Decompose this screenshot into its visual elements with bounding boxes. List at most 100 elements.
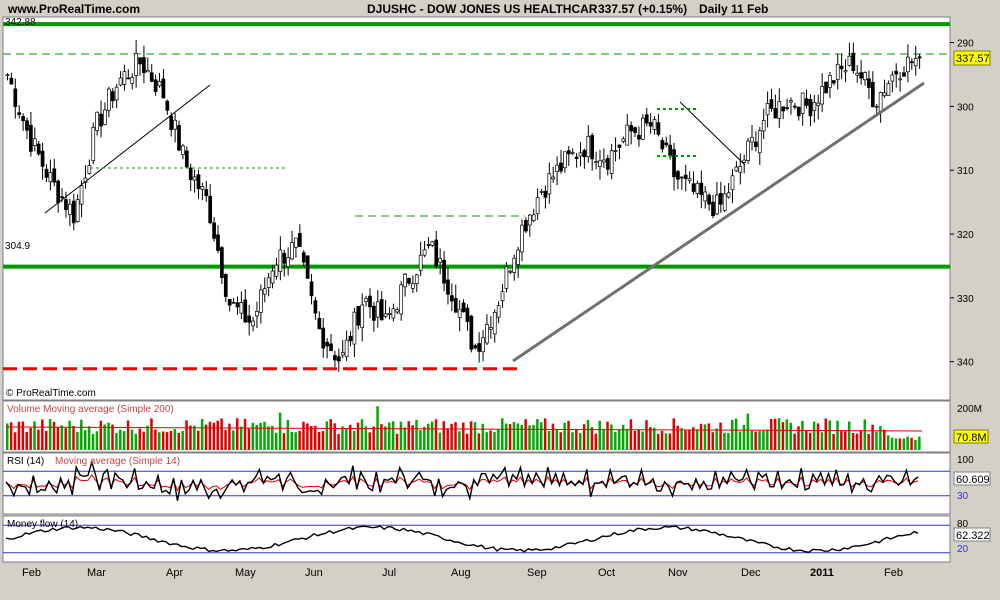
candle-body bbox=[64, 199, 68, 211]
volume-bar bbox=[863, 419, 867, 450]
candle-body bbox=[422, 249, 427, 256]
candle-body bbox=[488, 327, 493, 330]
volume-bar bbox=[578, 432, 582, 450]
candle-body bbox=[305, 255, 310, 279]
candle-body bbox=[874, 105, 879, 108]
volume-bar bbox=[828, 420, 831, 450]
candle-body bbox=[262, 288, 267, 295]
candle-body bbox=[270, 270, 275, 284]
candle-body bbox=[286, 257, 290, 268]
candle-body bbox=[259, 289, 263, 313]
candle-body bbox=[430, 241, 435, 246]
volume-bar bbox=[415, 419, 418, 450]
candle-body bbox=[71, 200, 76, 224]
candle-body bbox=[742, 159, 747, 163]
candle-body bbox=[750, 136, 754, 143]
candle-body bbox=[843, 70, 848, 73]
volume-bar bbox=[883, 429, 886, 450]
volume-bar bbox=[582, 424, 586, 450]
volume-bar bbox=[115, 432, 118, 450]
volume-bar bbox=[325, 421, 329, 450]
candle-body bbox=[527, 214, 532, 226]
volume-bar bbox=[150, 418, 153, 450]
candle-body bbox=[313, 300, 318, 314]
candle-body bbox=[184, 150, 189, 168]
candle-body bbox=[301, 252, 306, 263]
candle-body bbox=[882, 92, 887, 97]
volume-bar bbox=[306, 423, 309, 450]
candle-body bbox=[442, 259, 446, 284]
volume-bar bbox=[633, 430, 637, 450]
volume-bar bbox=[271, 425, 274, 450]
candle-body bbox=[691, 183, 696, 192]
candle-body bbox=[149, 72, 154, 82]
candle-body bbox=[309, 281, 314, 297]
volume-bar bbox=[185, 420, 188, 450]
candle-body bbox=[531, 214, 536, 221]
candle-body bbox=[122, 71, 127, 85]
candle-body bbox=[605, 158, 610, 170]
volume-bar bbox=[360, 419, 364, 450]
candle-body bbox=[383, 313, 388, 317]
candle-body bbox=[336, 356, 341, 362]
volume-label: Volume Moving average (Simple 200) bbox=[7, 404, 174, 415]
volume-bar bbox=[536, 419, 539, 450]
volume-bar bbox=[146, 425, 149, 450]
volume-bar bbox=[411, 425, 414, 450]
price-panel bbox=[2, 16, 951, 401]
candle-body bbox=[391, 308, 396, 319]
volume-bar bbox=[754, 431, 757, 450]
candle-body bbox=[457, 308, 462, 318]
candle-body bbox=[360, 304, 365, 328]
volume-bar bbox=[840, 431, 843, 450]
candle-body bbox=[453, 298, 458, 313]
candle-body bbox=[294, 237, 298, 248]
volume-bar bbox=[886, 435, 890, 450]
volume-bar bbox=[134, 433, 138, 450]
volume-bar bbox=[902, 438, 906, 450]
volume-bar bbox=[680, 428, 683, 450]
volume-bar bbox=[851, 433, 855, 450]
volume-bar bbox=[317, 431, 321, 450]
volume-bar bbox=[364, 426, 368, 450]
volume-bar bbox=[64, 428, 67, 450]
mfi-panel bbox=[2, 515, 951, 563]
candle-body bbox=[633, 127, 637, 133]
candle-body bbox=[321, 327, 326, 349]
volume-bar bbox=[797, 426, 800, 450]
volume-bar bbox=[746, 413, 750, 450]
candle-body bbox=[913, 58, 918, 67]
volume-bar bbox=[372, 426, 375, 450]
candle-body bbox=[703, 191, 708, 202]
candle-body bbox=[524, 220, 528, 232]
volume-bar bbox=[855, 433, 859, 450]
volume-bar bbox=[543, 418, 547, 450]
volume-bar bbox=[508, 424, 512, 450]
candle-body bbox=[641, 117, 645, 140]
volume-bar bbox=[847, 421, 851, 450]
volume-bar bbox=[489, 430, 492, 450]
volume-bar bbox=[672, 418, 676, 450]
x-axis-label: Jul bbox=[382, 567, 396, 579]
candle-body bbox=[676, 171, 680, 180]
volume-bar bbox=[158, 432, 161, 450]
volume-bar bbox=[528, 425, 531, 450]
site-label[interactable]: www.ProRealTime.com bbox=[7, 2, 140, 16]
candle-body bbox=[726, 192, 731, 198]
volume-bar bbox=[625, 428, 629, 450]
volume-bar bbox=[473, 422, 477, 450]
volume-bar bbox=[341, 426, 344, 450]
rsi-lower-tick: 30 bbox=[957, 491, 969, 502]
x-axis-label: Dec bbox=[741, 567, 761, 579]
candle-body bbox=[40, 150, 45, 167]
candle-body bbox=[130, 77, 135, 84]
candle-body bbox=[629, 125, 634, 132]
volume-bar bbox=[660, 430, 664, 450]
rsi-label: RSI (14) bbox=[7, 456, 44, 467]
volume-bar bbox=[789, 422, 792, 450]
candle-body bbox=[520, 224, 524, 253]
volume-bar bbox=[563, 422, 566, 450]
volume-bar bbox=[454, 422, 457, 450]
volume-bar bbox=[161, 431, 165, 450]
candle-body bbox=[769, 99, 774, 109]
